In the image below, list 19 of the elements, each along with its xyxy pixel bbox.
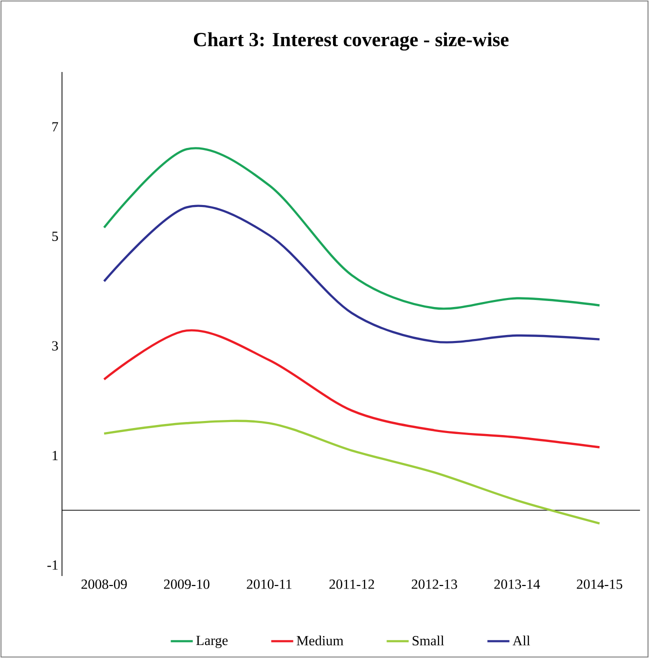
line-series: [103, 329, 601, 448]
x-tick-label: 2010-11: [246, 580, 292, 589]
y-tick-label: 1: [52, 450, 58, 460]
legend-label: Large: [196, 636, 228, 648]
x-tick-label: 2011-12: [329, 580, 374, 589]
legend-label: Small: [412, 636, 444, 646]
line-series: [103, 147, 601, 310]
y-tick-label: 7: [52, 122, 58, 132]
x-tick-label: 2012-13: [412, 580, 458, 589]
y-tick-label: 3: [52, 341, 58, 351]
y-tick-label: -1: [47, 560, 58, 570]
legend-label: All: [512, 636, 530, 646]
x-tick-label: 2008-09: [81, 580, 127, 589]
x-tick-label: 2013-14: [494, 580, 540, 589]
legend-label: Medium: [296, 636, 344, 646]
x-tick-label: 2014-15: [576, 580, 622, 589]
y-tick-label: 5: [52, 232, 58, 241]
x-tick-label: 2009-10: [164, 580, 210, 589]
chart-title: Chart 3: Interest coverage - size-wise: [194, 32, 509, 50]
